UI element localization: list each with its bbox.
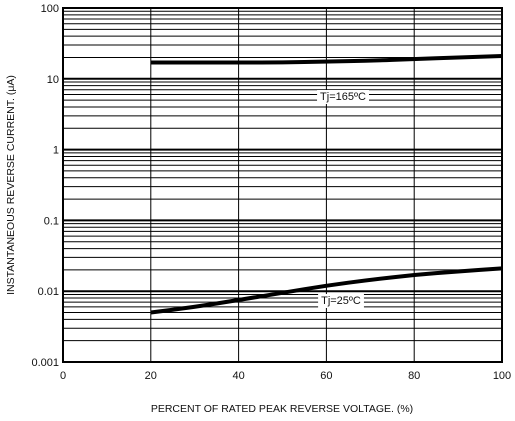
y-tick-label: 0.1 (44, 215, 59, 227)
y-tick-label: 100 (41, 3, 59, 15)
curve-label-2: Tj=25ºC (318, 294, 364, 308)
x-tick-labels: 0 20 40 60 80 100 (60, 370, 511, 382)
x-tick-label: 20 (145, 370, 157, 382)
x-tick-label: 80 (408, 370, 420, 382)
y-tick-label: 1 (53, 145, 59, 157)
series-line-2 (150, 266, 503, 315)
curve-label-background (318, 294, 364, 308)
x-tick-label: 0 (60, 370, 66, 382)
curve-label-text: Tj=25ºC (321, 295, 361, 307)
annotations: Tj=165ºC Tj=25ºC (317, 90, 370, 308)
y-tick-label: 10 (47, 74, 59, 86)
y-tick-label: 0.01 (38, 286, 59, 298)
curve-label-background (317, 90, 370, 104)
x-tick-label: 60 (320, 370, 332, 382)
series-line-1 (150, 53, 503, 65)
curve-label-1: Tj=165ºC (317, 90, 370, 104)
x-tick-label: 100 (493, 370, 511, 382)
plot-area-border (62, 7, 503, 363)
series-group (150, 53, 503, 315)
y-axis-title: INSTANTANEOUS REVERSE CURRENT. (μA) (5, 75, 17, 295)
curve-label-text: Tj=165ºC (320, 91, 366, 103)
x-axis-title: PERCENT OF RATED PEAK REVERSE VOLTAGE. (… (151, 403, 413, 415)
y-tick-labels: 0.001 0.01 0.1 1 10 100 (31, 3, 59, 369)
y-tick-label: 0.001 (31, 357, 59, 369)
x-tick-label: 40 (232, 370, 244, 382)
